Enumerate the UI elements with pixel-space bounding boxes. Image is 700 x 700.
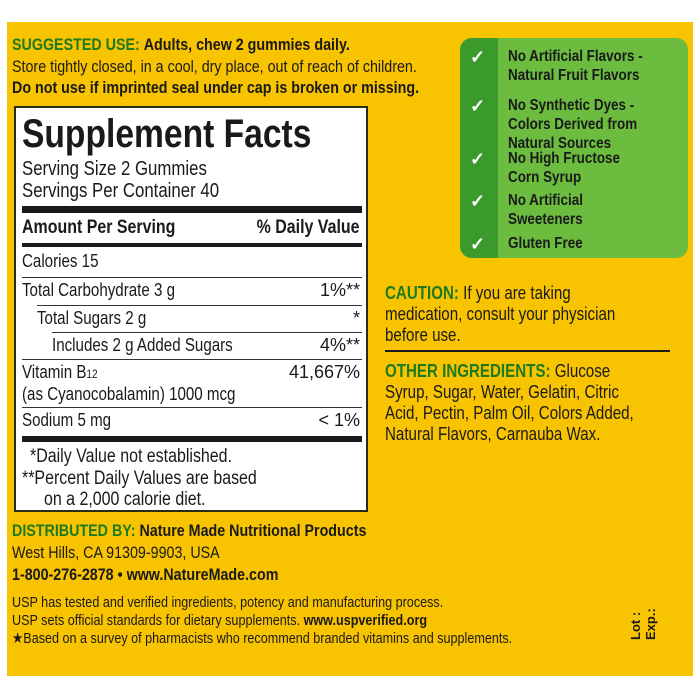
bullet-separator: • [117, 565, 123, 584]
row-divider [52, 332, 362, 333]
facts-row-sodium: Sodium 5 mg < 1% [22, 410, 360, 431]
checkmark-icon: ✓ [470, 47, 486, 67]
storage-text: Store tightly closed, in a cool, dry pla… [12, 57, 417, 76]
distributor-website: www.NatureMade.com [126, 565, 279, 584]
usp-text: USP sets official standards for dietary … [12, 612, 301, 629]
row-label: Sodium 5 mg [22, 410, 112, 430]
row-divider [22, 359, 362, 360]
thick-divider [22, 436, 362, 442]
facts-row-calories: Calories 15 [22, 251, 360, 272]
facts-title: Supplement Facts [22, 112, 312, 156]
ingredients-heading: OTHER INGREDIENTS: [385, 361, 551, 381]
suggested-use-text: Adults, chew 2 gummies daily. [143, 35, 350, 54]
distributor-heading: DISTRIBUTED BY: [12, 521, 136, 540]
distributor-phone: 1-800-276-2878 [12, 565, 114, 584]
checkmark-icon: ✓ [470, 96, 486, 116]
row-label: Vitamin B12 [22, 362, 98, 382]
facts-row-total-carbohydrate: Total Carbohydrate 3 g 1%** [22, 280, 360, 301]
usp-text: Based on a survey of pharmacists who rec… [23, 630, 513, 647]
facts-row-added-sugars: Includes 2 g Added Sugars 4%** [52, 335, 360, 356]
facts-row-total-sugars: Total Sugars 2 g * [37, 308, 360, 329]
claims-box: ✓ No Artificial Flavors - Natural Fruit F… [460, 38, 688, 258]
facts-header-row: Amount Per Serving % Daily Value [22, 217, 360, 239]
usp-text: USP has tested and verified ingredients,… [12, 594, 444, 611]
serving-size: Serving Size 2 Gummies [22, 158, 207, 180]
distributor-address: West Hills, CA 91309-9903, USA [12, 543, 220, 562]
row-divider [22, 407, 362, 408]
facts-row-vitamin-b12-detail: (as Cyanocobalamin) 1000 mcg [22, 384, 360, 405]
row-label: Total Sugars 2 g [37, 308, 147, 328]
suggested-use-heading: SUGGESTED USE: [12, 35, 140, 54]
facts-row-vitamin-b12: Vitamin B12 41,667% [22, 362, 360, 383]
row-label: Calories 15 [22, 251, 99, 271]
footnote-dv-not-established: *Daily Value not established. [30, 446, 232, 467]
lot-exp: Lot : Exp.: [628, 608, 658, 640]
dv-header: % Daily Value [257, 217, 360, 238]
checkmark-icon: ✓ [470, 234, 486, 254]
row-dv: 41,667% [288, 362, 360, 382]
caution-block: CAUTION: If you are taking medication, c… [385, 283, 615, 346]
row-dv: < 1% [318, 410, 360, 430]
lot-label: Lot : [628, 611, 643, 640]
caution-text: medication, consult your physician [385, 304, 616, 324]
footnote-calorie-diet: on a 2,000 calorie diet. [44, 489, 206, 510]
row-label: (as Cyanocobalamin) 1000 mcg [22, 384, 236, 404]
footnote-percent-dv: **Percent Daily Values are based [22, 468, 257, 489]
amount-header: Amount Per Serving [22, 217, 176, 238]
ingredients-text: Syrup, Sugar, Water, Gelatin, Citric [385, 382, 619, 402]
usp-link: www.uspverified.org [303, 612, 428, 629]
checkmark-icon: ✓ [470, 191, 486, 211]
distributor-block: DISTRIBUTED BY: Nature Made Nutritional … [12, 520, 366, 586]
caution-divider [385, 350, 670, 352]
usp-block: USP has tested and verified ingredients,… [12, 594, 512, 648]
row-dv: 1%** [319, 280, 360, 300]
row-dv: * [352, 308, 360, 328]
caution-text: If you are taking [463, 283, 571, 303]
ingredients-text: Acid, Pectin, Palm Oil, Colors Added, [385, 403, 634, 423]
star-icon: ★ [12, 630, 24, 647]
caution-text: before use. [385, 325, 461, 345]
distributor-name: Nature Made Nutritional Products [139, 521, 367, 540]
suggested-use: SUGGESTED USE: Adults, chew 2 gummies da… [12, 35, 350, 55]
ingredients-text: Glucose [554, 361, 611, 381]
claims-check-column [460, 38, 498, 258]
row-divider [37, 305, 362, 306]
thick-divider [22, 206, 362, 213]
exp-label: Exp.: [643, 608, 658, 640]
caution-heading: CAUTION: [385, 283, 459, 303]
servings-per-container: Servings Per Container 40 [22, 180, 220, 202]
row-dv: 4%** [319, 335, 360, 355]
row-label: Includes 2 g Added Sugars [52, 335, 233, 355]
medium-divider [22, 243, 362, 247]
ingredients-text: Natural Flavors, Carnauba Wax. [385, 424, 601, 444]
seal-warning: Do not use if imprinted seal under cap i… [12, 78, 420, 97]
row-label: Total Carbohydrate 3 g [22, 280, 175, 300]
row-divider [22, 277, 362, 278]
supplement-facts-panel: Supplement Facts Serving Size 2 Gummies … [14, 106, 368, 512]
ingredients-block: OTHER INGREDIENTS: Glucose Syrup, Sugar,… [385, 361, 634, 445]
checkmark-icon: ✓ [470, 149, 486, 169]
